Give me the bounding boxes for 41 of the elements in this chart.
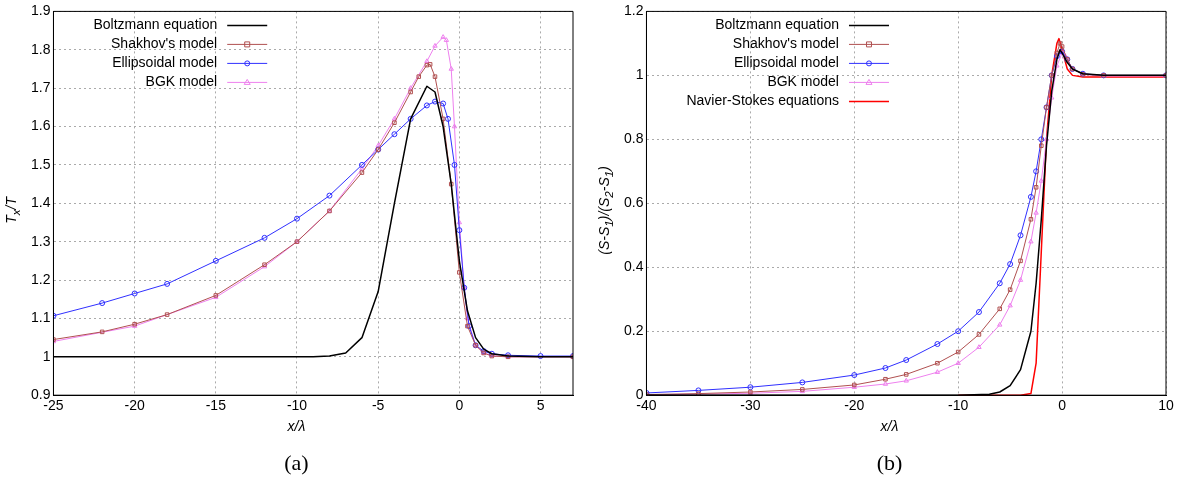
- y-tick-label: 0.4: [623, 258, 644, 275]
- x-tick-label: 5: [536, 397, 545, 414]
- y-tick-label: 1.5: [30, 155, 51, 172]
- y-tick-label: 0.6: [623, 194, 644, 211]
- y-tick-label: 1.3: [30, 232, 51, 249]
- x-tick-label: -5: [371, 397, 385, 414]
- x-tick-label: -10: [948, 397, 969, 414]
- x-tick-label: 0: [1058, 397, 1067, 414]
- y-tick-label: 1.4: [30, 194, 51, 211]
- x-tick-label: -10: [286, 397, 308, 414]
- x-tick-label: 10: [1158, 397, 1174, 414]
- legend-label: Navier-Stokes equations: [686, 92, 839, 109]
- y-tick-label: 1.7: [30, 79, 51, 96]
- x-tick-label: -20: [844, 397, 865, 414]
- legend-label: Boltzmann equation: [93, 16, 218, 33]
- legend-label: Ellipsoidal model: [112, 54, 218, 71]
- y-tick-label: 1: [635, 66, 644, 83]
- legend-label: Ellipsoidal model: [733, 54, 839, 71]
- legend-label: BGK model: [145, 73, 218, 90]
- y-tick-label: 0.2: [623, 322, 644, 339]
- x-tick-label: -30: [740, 397, 761, 414]
- text: (b): [875, 450, 904, 476]
- y-tick-label: 1.1: [30, 309, 51, 326]
- y-tick-label: 1.6: [30, 117, 51, 134]
- legend-label: BGK model: [767, 73, 839, 90]
- x-axis-title: x/λ: [879, 418, 900, 434]
- legend-label: Shakhov's model: [111, 35, 218, 52]
- y-tick-label: 0: [635, 386, 644, 403]
- y-tick-label: 0.8: [623, 130, 644, 147]
- legend-label: Boltzmann equation: [715, 16, 839, 33]
- y-tick-label: 1: [42, 347, 51, 364]
- legend-label: Shakhov's model: [732, 35, 839, 52]
- x-tick-label: -15: [205, 397, 227, 414]
- y-tick-label: 1.9: [30, 2, 51, 19]
- y-tick-label: 1.8: [30, 40, 51, 57]
- x-tick-label: -20: [124, 397, 145, 414]
- x-tick-label: 0: [455, 397, 464, 414]
- x-axis-title: x/λ: [286, 418, 307, 434]
- text: (a): [283, 450, 310, 476]
- y-tick-label: 1.2: [30, 270, 51, 287]
- y-tick-label: 1.2: [623, 2, 644, 19]
